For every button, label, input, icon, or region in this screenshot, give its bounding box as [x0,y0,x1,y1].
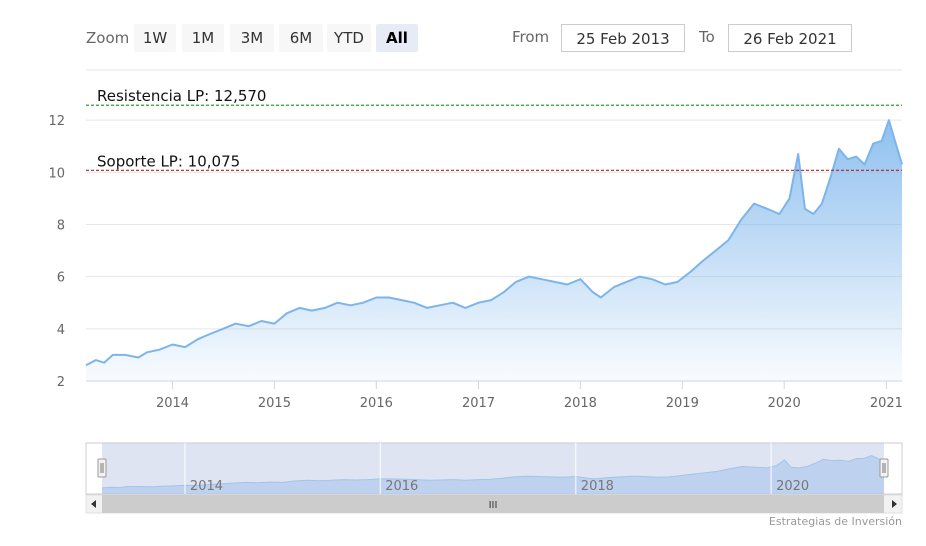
zoom-button-1w[interactable]: 1W [134,24,176,52]
x-tick-label: 2020 [768,396,801,411]
x-tick-label: 2014 [156,396,189,411]
y-tick-label: 6 [57,271,65,286]
y-tick-label: 8 [57,218,65,233]
scrollbar-thumb[interactable] [102,495,884,513]
navigator-selected-range [102,443,884,494]
x-tick-label: 2021 [870,396,903,411]
scroll-right-arrow-icon[interactable] [892,500,897,508]
navigator[interactable]: 2014 2016 2018 2020 III [85,442,903,514]
from-label: From [512,28,550,46]
y-tick-label: 4 [57,323,65,338]
zoom-button-6m[interactable]: 6M [279,24,323,52]
support-label: Soporte LP: 10,075 [97,152,240,170]
x-axis: 2014 2015 2016 2017 2018 2019 2020 2021 [86,380,903,411]
y-tick-label: 12 [48,114,65,129]
x-tick-label: 2015 [258,396,291,411]
navigator-tick-label: 2016 [385,479,418,494]
price-line [85,119,903,367]
credits: Estrategias de Inversión [768,515,902,528]
navigator-tick-label: 2020 [776,479,809,494]
scrollbar-grip-icon: III [489,500,498,511]
y-tick-label: 10 [48,166,65,181]
to-date-input[interactable]: 26 Feb 2021 [728,24,852,52]
resistance-label: Resistencia LP: 12,570 [97,87,266,105]
range-selector: Zoom 1W 1M 3M 6M YTD All From 25 Feb 201… [0,0,926,60]
x-tick-label: 2018 [564,396,597,411]
from-date-input[interactable]: 25 Feb 2013 [561,24,685,52]
scroll-left-arrow-icon[interactable] [91,500,96,508]
y-tick-label: 2 [57,375,65,390]
zoom-button-ytd[interactable]: YTD [327,24,371,52]
price-area [86,120,902,381]
navigator-right-handle[interactable] [879,458,889,478]
zoom-button-3m[interactable]: 3M [230,24,274,52]
navigator-tick-label: 2018 [581,479,614,494]
zoom-label: Zoom [86,29,130,47]
price-series [85,119,903,381]
reference-lines: Resistencia LP: 12,570 Soporte LP: 10,075 [86,87,902,171]
x-tick-label: 2016 [360,396,393,411]
x-tick-label: 2019 [666,396,699,411]
zoom-button-all[interactable]: All [376,24,418,52]
navigator-tick-label: 2014 [190,479,223,494]
x-tick-label: 2017 [462,396,495,411]
y-axis: 2 4 6 8 10 12 [48,114,65,390]
navigator-left-handle[interactable] [97,458,107,478]
to-label: To [699,28,715,46]
zoom-button-1m[interactable]: 1M [182,24,224,52]
